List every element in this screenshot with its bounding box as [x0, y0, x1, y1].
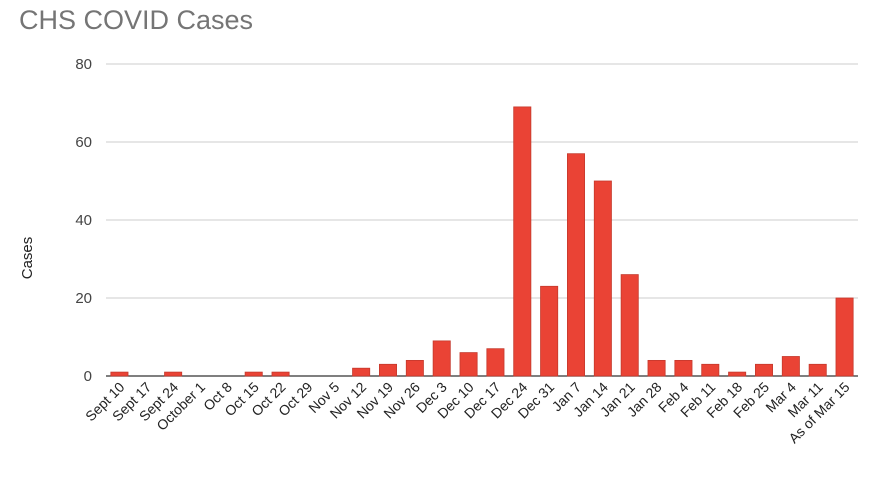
bar [620, 274, 639, 377]
y-axis-ticks: 0 20 40 60 80 [75, 56, 92, 385]
bar [164, 371, 183, 377]
y-tick-label: 40 [75, 212, 92, 229]
bar [486, 348, 505, 377]
bar [379, 363, 397, 377]
gridlines [106, 63, 858, 377]
bar [459, 352, 478, 377]
bar [567, 153, 585, 377]
bar [405, 359, 424, 377]
y-tick-label: 20 [75, 290, 92, 307]
bar [647, 359, 666, 377]
bar [540, 285, 559, 377]
bar [728, 371, 747, 377]
bar [244, 371, 263, 377]
bar [701, 363, 720, 377]
y-tick-label: 0 [84, 368, 92, 385]
bar [808, 363, 827, 377]
y-axis-title: Cases [19, 237, 36, 280]
bar [432, 340, 451, 377]
bar [781, 356, 800, 377]
chart-title: CHS COVID Cases [19, 5, 254, 35]
bar [755, 363, 773, 377]
bar [352, 367, 371, 377]
bar [271, 371, 290, 377]
bar [835, 297, 854, 377]
bar [110, 371, 129, 377]
y-tick-label: 80 [75, 56, 92, 73]
bar [674, 359, 693, 377]
bars [110, 106, 854, 377]
bar [593, 180, 612, 377]
y-tick-label: 60 [75, 134, 92, 151]
bar [513, 106, 532, 377]
